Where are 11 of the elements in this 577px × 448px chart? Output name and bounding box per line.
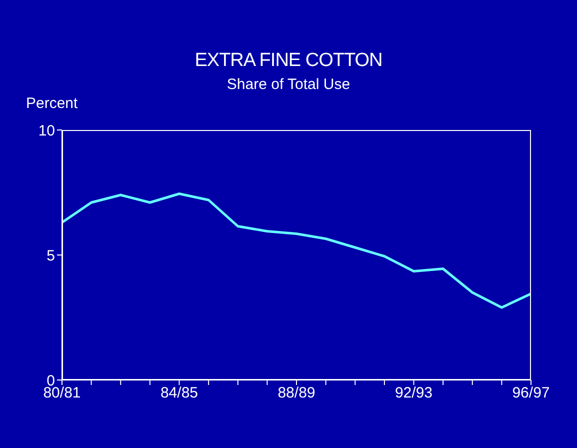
x-tick-label: 96/97 <box>512 384 550 402</box>
x-tick-label: 88/89 <box>278 384 316 402</box>
y-axis-title: Percent <box>26 95 78 112</box>
y-tick-label: 5 <box>46 247 55 264</box>
x-tick-label: 84/85 <box>160 384 198 402</box>
chart-title: EXTRA FINE COTTON <box>194 50 384 72</box>
y-tick-label: 10 <box>38 122 55 140</box>
x-tick-label: 80/81 <box>43 384 81 402</box>
chart-subtitle: Share of Total Use <box>226 76 352 93</box>
line-series <box>62 192 531 309</box>
x-tick-label: 92/93 <box>394 384 433 402</box>
